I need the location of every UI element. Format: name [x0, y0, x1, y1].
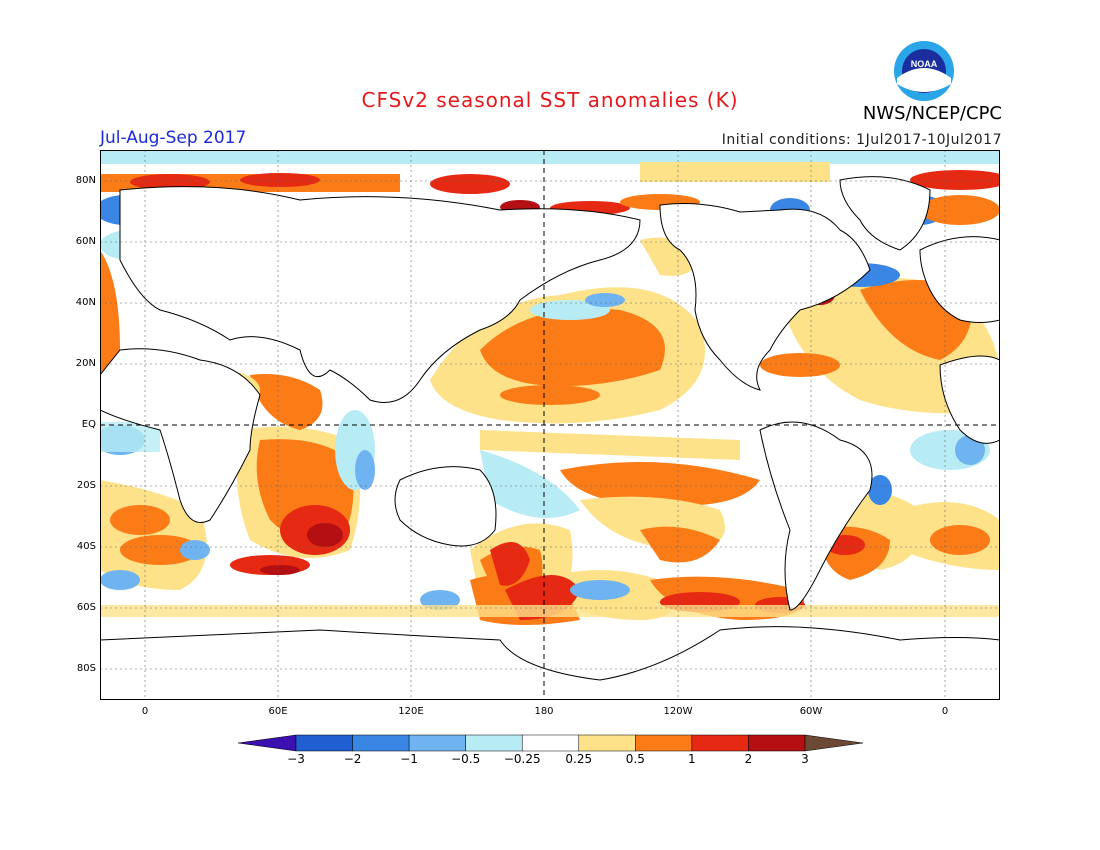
- colorbar-segment: [352, 734, 410, 752]
- map-svg: [99, 149, 1001, 701]
- lat-label-60s: 60S: [76, 602, 96, 613]
- lon-label-0-west: 0: [141, 706, 149, 717]
- indian-ocean-anomalies: [180, 370, 375, 558]
- gridlines: [100, 150, 1000, 700]
- antarctica: [100, 626, 1000, 700]
- lat-label-20s: 20S: [76, 480, 96, 491]
- colorbar-arrow-low: [237, 734, 297, 752]
- sst-anomaly-map: [99, 149, 1001, 701]
- noaa-logo-text: NOAA: [911, 59, 938, 69]
- colorbar-segment: [408, 734, 466, 752]
- colorbar-label: −1: [400, 752, 418, 766]
- lat-label-80n: 80N: [75, 175, 96, 186]
- colorbar-label: −3: [287, 752, 305, 766]
- equatorial-pacific-anomalies: [480, 430, 760, 518]
- organization-label: NWS/NCEP/CPC: [862, 103, 1002, 124]
- colorbar-label: 0.25: [565, 752, 593, 766]
- colorbar-segment: [465, 734, 523, 752]
- colorbar-label: 2: [744, 752, 753, 766]
- colorbar-label: −0.5: [451, 752, 481, 766]
- reference-lines: [100, 150, 1000, 700]
- colorbar-segment: [748, 734, 806, 752]
- colorbar-segment: [295, 734, 353, 752]
- greenland: [839, 176, 931, 251]
- colorbar-label: 1: [688, 752, 696, 766]
- north-america: [659, 203, 871, 391]
- colorbar-label: −0.25: [503, 752, 541, 766]
- lon-label-60w: 60W: [799, 706, 823, 717]
- lon-label-60e: 60E: [268, 706, 288, 717]
- africa: [100, 348, 261, 523]
- colorbar: [237, 733, 864, 753]
- africa-east: [939, 355, 1000, 444]
- colorbar-segment: [635, 734, 693, 752]
- noaa-logo: NOAA: [893, 40, 955, 102]
- south-america: [759, 421, 873, 611]
- map-title: CFSv2 seasonal SST anomalies (K): [361, 88, 739, 112]
- colorbar-segment: [521, 734, 580, 752]
- lat-label-eq: EQ: [81, 419, 96, 430]
- europe-west: [919, 236, 1000, 323]
- initial-conditions-label: Initial conditions: 1Jul2017-10Jul2017: [721, 132, 1002, 148]
- lat-label-60n: 60N: [75, 236, 96, 247]
- colorbar-label: 0.5: [625, 752, 645, 766]
- colorbar-label: −2: [343, 752, 362, 766]
- lon-label-0-east: 0: [941, 706, 949, 717]
- lon-label-120w: 120W: [663, 706, 693, 717]
- australia: [394, 466, 497, 547]
- lat-label-20n: 20N: [75, 358, 96, 369]
- eurasia: [119, 186, 641, 403]
- season-label: Jul-Aug-Sep 2017: [100, 128, 247, 148]
- lat-label-80s: 80S: [76, 663, 96, 674]
- colorbar-segment: [578, 734, 636, 752]
- lon-label-180: 180: [534, 706, 554, 717]
- colorbar-label: 3: [801, 752, 809, 766]
- lat-label-40s: 40S: [76, 541, 96, 552]
- lon-label-120e: 120E: [398, 706, 424, 717]
- colorbar-segment: [691, 734, 749, 752]
- lat-label-40n: 40N: [75, 297, 96, 308]
- colorbar-arrow-high: [804, 734, 864, 752]
- land-masses: [100, 176, 1000, 700]
